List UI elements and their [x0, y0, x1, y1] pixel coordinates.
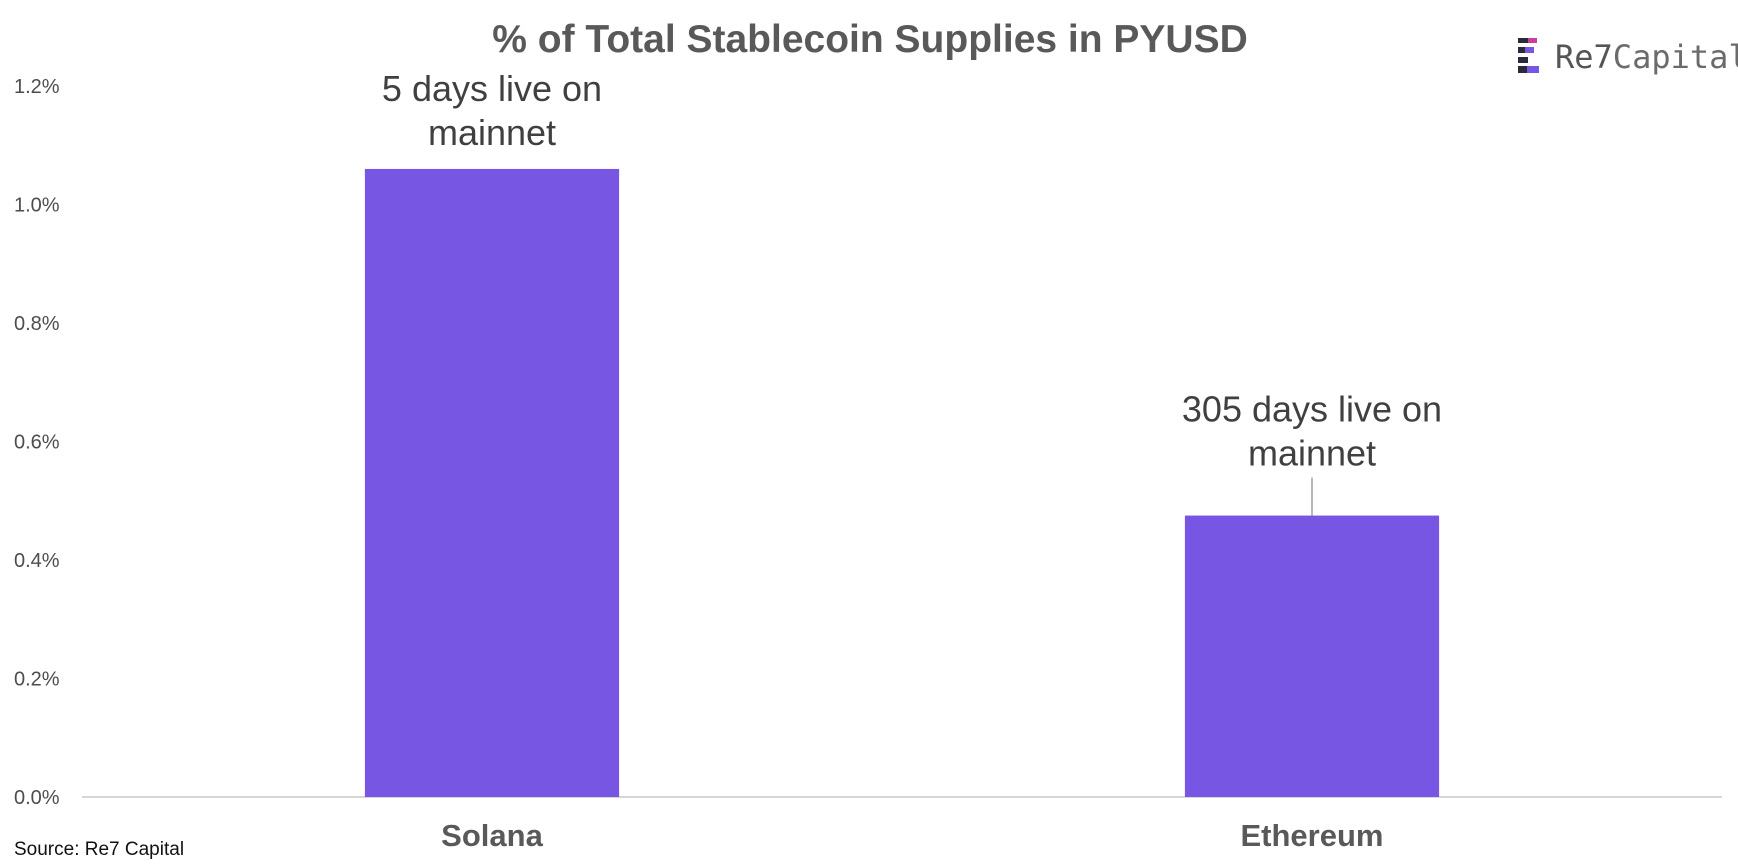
chart-title: % of Total Stablecoin Supplies in PYUSD [492, 18, 1248, 61]
logo-text-strong: Re7 [1555, 38, 1613, 76]
logo-block [1518, 38, 1528, 43]
x-axis: Solana Ethereum [441, 818, 1383, 853]
logo-mark-icon [1518, 38, 1539, 73]
x-tick-label: Solana [441, 818, 543, 853]
logo-block [1525, 47, 1534, 53]
y-tick-label: 0.8% [14, 313, 60, 335]
logo-block [1518, 57, 1528, 63]
bar-annotation: 5 days live on [382, 68, 602, 109]
bar-annotation: mainnet [428, 112, 556, 153]
logo-block [1527, 66, 1539, 73]
logo-block [1518, 66, 1527, 73]
y-tick-label: 0.4% [14, 550, 60, 572]
bar-ethereum [1184, 515, 1440, 797]
y-tick-label: 1.2% [14, 76, 60, 98]
y-tick-label: 0.0% [14, 787, 60, 809]
y-tick-label: 0.6% [14, 432, 60, 454]
bar-annotation: 305 days live on [1182, 389, 1442, 430]
bars [364, 168, 1440, 797]
y-tick-label: 1.0% [14, 195, 60, 217]
logo-block [1518, 47, 1525, 53]
y-tick-label: 0.2% [14, 669, 60, 691]
y-axis: 0.0% 0.2% 0.4% 0.6% 0.8% 1.0% 1.2% [14, 76, 1722, 809]
logo-block [1528, 38, 1537, 43]
bar-annotation: mainnet [1248, 433, 1376, 474]
source-note: Source: Re7 Capital [14, 839, 184, 860]
svg-text:Re7Capital: Re7Capital [1555, 38, 1738, 76]
logo-text-light: Capital [1613, 38, 1738, 76]
re7-capital-logo: Re7Capital [1518, 38, 1738, 76]
x-tick-label: Ethereum [1241, 818, 1384, 853]
bar-solana [364, 168, 620, 797]
